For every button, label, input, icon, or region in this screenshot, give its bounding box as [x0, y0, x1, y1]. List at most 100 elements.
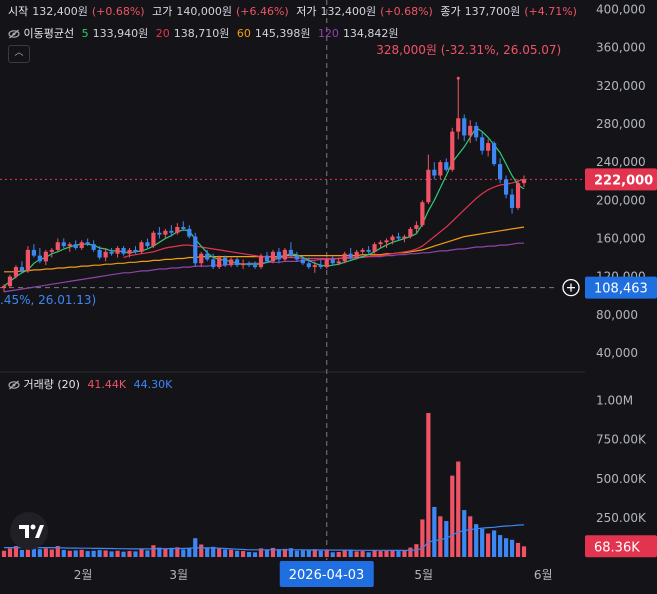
- volume-bar: [55, 546, 60, 557]
- volume-bar: [67, 550, 72, 557]
- time-tick-label: 6월: [534, 568, 553, 582]
- plus-icon: [567, 283, 575, 292]
- volume-bar: [390, 549, 395, 557]
- candle-body: [43, 251, 48, 262]
- eye-slash-icon[interactable]: [8, 380, 20, 390]
- candle-body: [187, 228, 192, 237]
- crosshair-price-badge: [585, 276, 657, 299]
- volume-bar: [420, 519, 425, 557]
- candle-body: [49, 249, 54, 252]
- collapse-legend-button[interactable]: ︿: [8, 45, 30, 63]
- candle-body: [348, 253, 353, 258]
- time-tick-label: 3월: [169, 568, 188, 582]
- candle-body: [438, 162, 443, 176]
- volume-bar: [384, 550, 389, 557]
- high-value: 140,000원: [176, 5, 232, 18]
- candle-body: [217, 257, 222, 268]
- candle-body: [103, 251, 108, 258]
- ma60-period: 60: [236, 27, 251, 40]
- candle-body: [175, 227, 180, 233]
- volume-bar: [456, 461, 461, 557]
- candle-body: [336, 261, 341, 264]
- volume-bar: [270, 547, 276, 557]
- time-tick-label: 2월: [74, 568, 93, 582]
- volume-bar: [438, 516, 443, 557]
- open-value: 132,400원: [32, 5, 88, 18]
- candle-body: [330, 259, 335, 264]
- candle-body: [414, 225, 419, 229]
- candle-body: [1, 286, 7, 289]
- candle-body: [169, 230, 174, 233]
- candle-body: [127, 249, 132, 254]
- candle-body: [157, 232, 162, 235]
- volume-bar: [127, 551, 132, 557]
- volume-bar: [157, 547, 162, 557]
- ma120-period: 120: [317, 27, 339, 40]
- price-tick-label: 360,000: [596, 41, 646, 55]
- candle-body: [85, 242, 90, 245]
- volume-legend[interactable]: 거래량 (20) 41.44K 44.30K: [8, 376, 176, 392]
- ma60-value: 145,398원: [254, 27, 311, 40]
- price-tick-label: 280,000: [596, 117, 646, 131]
- crosshair-price-label: 108,463: [594, 282, 648, 297]
- tradingview-logo[interactable]: [10, 512, 48, 550]
- volume-bar: [133, 551, 138, 557]
- volume-bar: [282, 548, 288, 557]
- current-volume-badge: [585, 535, 657, 558]
- crosshair-date-label: 2026-04-03: [289, 568, 365, 583]
- candle-body: [509, 194, 515, 208]
- volume-bar: [486, 533, 491, 557]
- volume-bar: [396, 551, 401, 557]
- volume-bar: [91, 550, 96, 557]
- high-point-marker: [456, 76, 460, 80]
- volume-bar: [246, 551, 252, 557]
- volume-bar: [408, 547, 413, 557]
- volume-bar: [205, 547, 210, 557]
- candle-body: [205, 253, 210, 260]
- candle-body: [109, 251, 114, 254]
- candle-body: [223, 257, 228, 266]
- ma5-period: 5: [81, 27, 89, 40]
- low-change: (+0.68%): [380, 5, 433, 18]
- volume-bar: [276, 549, 282, 557]
- current-price-badge: [585, 168, 657, 191]
- candle-body: [402, 236, 407, 239]
- volume-bar: [306, 549, 311, 557]
- volume-bar: [109, 551, 114, 557]
- ma-title: 이동평균선: [23, 27, 75, 40]
- volume-bar: [474, 524, 479, 557]
- ma-legend[interactable]: 이동평균선 5 133,940원 20 138,710원 60 145,398원 12…: [8, 25, 403, 41]
- candle-body: [497, 164, 503, 180]
- candle-body: [390, 236, 395, 241]
- candle-body: [444, 162, 449, 170]
- high-label: 고가: [152, 5, 173, 18]
- candle-body: [240, 263, 246, 266]
- volume-bar: [378, 551, 383, 557]
- volume-bar: [342, 549, 347, 557]
- volume-bar: [175, 547, 180, 557]
- candle-body: [151, 232, 156, 247]
- candle-body: [521, 179, 527, 184]
- eye-slash-icon[interactable]: [8, 29, 20, 39]
- volume-value-1: 41.44K: [87, 378, 127, 391]
- volume-bar: [97, 550, 102, 557]
- chevron-up-icon: ︿: [14, 48, 24, 58]
- candle-body: [67, 244, 72, 247]
- candle-body: [360, 249, 365, 252]
- volume-tick-label: 750.00K: [596, 433, 647, 447]
- low-value: 132,400원: [320, 5, 377, 18]
- volume-bar: [181, 549, 186, 557]
- volume-bar: [462, 510, 467, 557]
- candle-body: [25, 249, 31, 271]
- candle-body: [503, 179, 509, 195]
- candle-body: [13, 267, 19, 277]
- volume-value-2: 44.30K: [133, 378, 173, 391]
- volume-bar: [468, 516, 473, 557]
- candle-body: [462, 118, 467, 136]
- volume-ma-line: [4, 524, 525, 551]
- volume-bar: [264, 549, 270, 557]
- tradingview-icon: [19, 524, 44, 538]
- add-alert-button[interactable]: [562, 278, 580, 297]
